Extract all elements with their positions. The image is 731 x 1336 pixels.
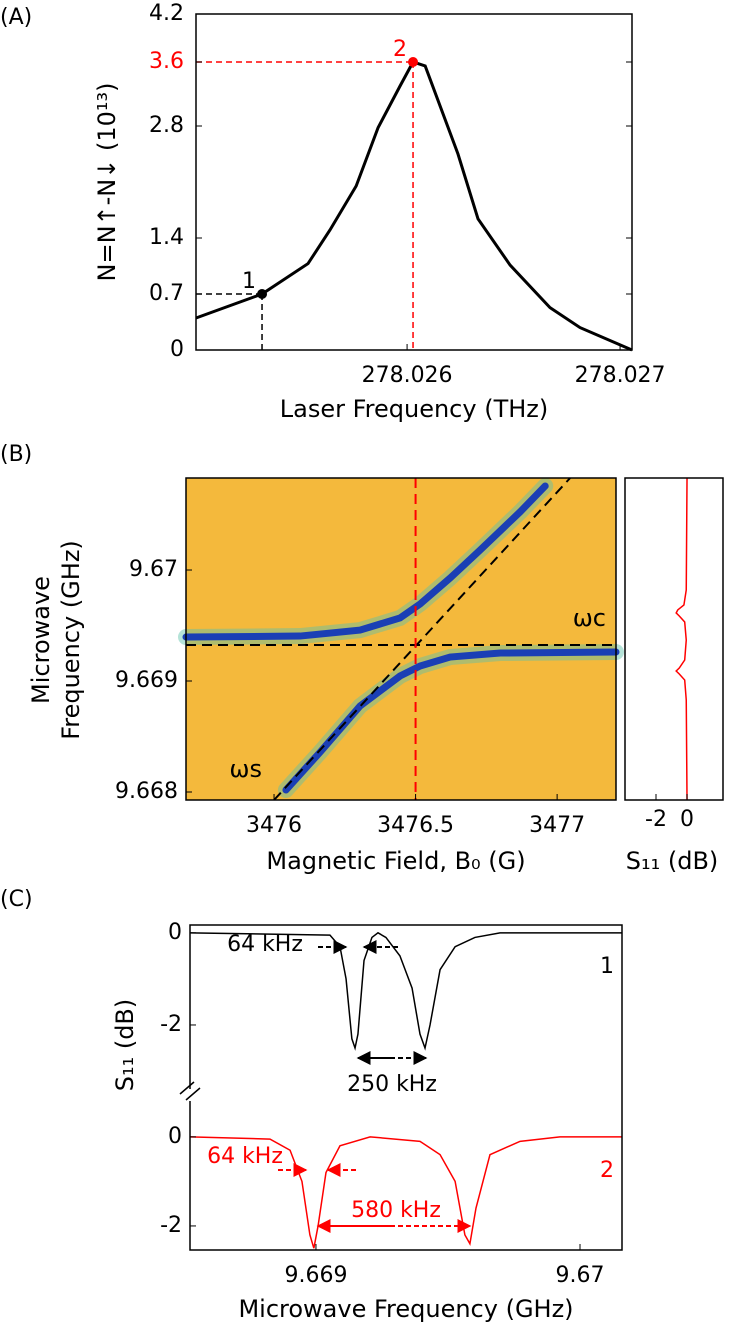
y-tick-label: 2.8	[149, 113, 184, 138]
annotation: 580 kHz	[351, 1198, 441, 1223]
x-tick-label: 9.669	[284, 1263, 347, 1288]
trace	[675, 477, 688, 801]
annotation: 64 kHz	[227, 932, 303, 957]
x-tick-label: 0	[680, 807, 694, 832]
y-tick-label: 9.668	[115, 779, 178, 804]
panel-label: (A)	[0, 5, 32, 30]
x-tick-label: 278.026	[362, 363, 453, 388]
x-tick-label: 278.027	[575, 363, 666, 388]
series-label: 1	[600, 954, 614, 979]
x-axis-label: S₁₁ (dB)	[626, 847, 719, 875]
branch-line	[282, 648, 620, 794]
y-axis-label: N=N↑-N↓ (10¹³)	[93, 83, 121, 282]
y-tick-label: 0.7	[149, 281, 184, 306]
annotations: 64 kHz 250 kHz 64 kHz 580 kHz	[207, 932, 472, 1233]
x-tick-label: 9.67	[556, 1263, 605, 1288]
series-label: 2	[600, 1158, 614, 1183]
marker-point	[408, 57, 419, 67]
panel-label: (B)	[0, 442, 32, 467]
x-axis-label: Microwave Frequency (GHz)	[238, 1295, 573, 1323]
branch-line	[182, 482, 549, 641]
y-tick-label: 1.4	[149, 225, 184, 250]
guide-label: ωc	[573, 604, 606, 632]
guide-line	[273, 477, 571, 801]
x-tick-label: 3476	[246, 813, 302, 838]
x-axis-label: Laser Frequency (THz)	[280, 395, 549, 423]
marker-point	[257, 289, 268, 299]
axis-break-gap	[187, 1089, 193, 1101]
y-tick-label: 9.67	[129, 557, 178, 582]
panel-label: (C)	[0, 887, 33, 912]
y-tick-label: 0	[170, 337, 184, 362]
marker-label: 2	[393, 37, 407, 62]
trace	[189, 931, 622, 1051]
y-tick-label: -2	[160, 1012, 182, 1037]
y-axis-label: S₁₁ (dB)	[111, 999, 139, 1092]
y-tick-label: 9.669	[115, 668, 178, 693]
y-axis-label: Frequency (GHz)	[57, 540, 85, 740]
x-tick-label: -2	[645, 807, 667, 832]
axis-break	[185, 1087, 201, 1101]
plot-frame	[624, 477, 724, 801]
trace	[189, 1136, 622, 1249]
guide-label: ωs	[229, 755, 262, 783]
plot-frame	[189, 924, 623, 1251]
plot-frame	[195, 13, 633, 351]
plot-frame	[185, 477, 617, 801]
y-tick-label: 4.2	[149, 1, 184, 26]
y-tick-label: -2	[160, 1213, 182, 1238]
y-tick-label: 0	[168, 1124, 182, 1149]
axis-break	[179, 1081, 195, 1095]
y-axis-label: Microwave	[27, 576, 55, 704]
y-tick-label: 3.6	[149, 49, 184, 74]
annotation: 64 kHz	[207, 1144, 283, 1169]
annotation: 250 kHz	[347, 1072, 437, 1097]
y-tick-label: 0	[168, 920, 182, 945]
marker-label: 1	[242, 269, 256, 294]
x-tick-label: 3476.5	[377, 813, 454, 838]
x-axis-label: Magnetic Field, B₀ (G)	[266, 847, 525, 875]
x-tick-label: 3477	[529, 813, 585, 838]
